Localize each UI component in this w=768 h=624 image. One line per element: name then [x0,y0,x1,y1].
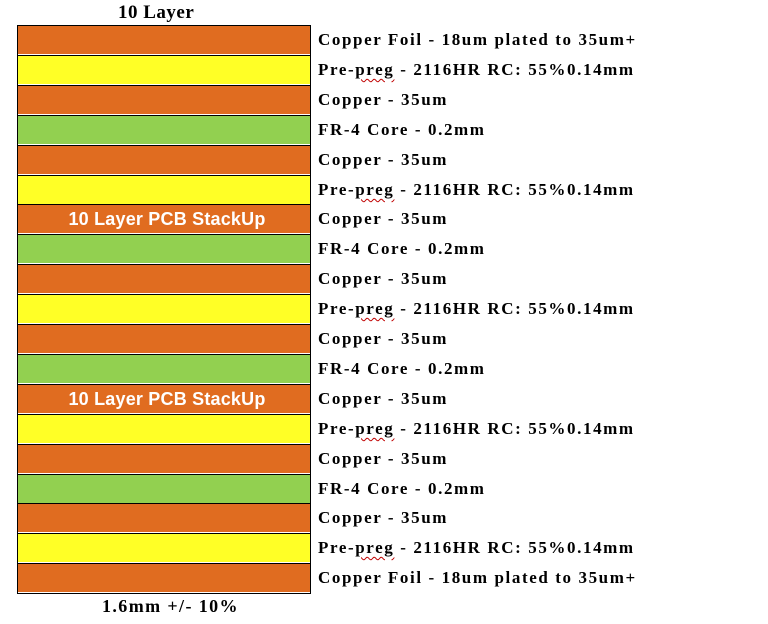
layer-label: Pre-preg - 2116HR RC: 55%0.14mm [318,180,635,199]
layer-label: FR-4 Core - 0.2mm [318,479,486,498]
stackup-watermark-text: 10 Layer PCB StackUp [68,208,266,229]
layer-copper-bar [18,25,310,54]
layer-stack-diagram: 10 Layer PCB StackUp 10 Layer PCB StackUp [17,25,311,594]
layer-prepreg-bar [18,175,310,204]
layer-label: Copper - 35um [318,90,449,109]
layer-copper-bar [18,444,310,473]
layer-label: Pre-preg - 2116HR RC: 55%0.14mm [318,538,635,557]
layer-label: Pre-preg - 2116HR RC: 55%0.14mm [318,299,635,318]
stackup-watermark-text: 10 Layer PCB StackUp [68,388,266,409]
layer-label: Copper Foil - 18um plated to 35um+ [318,568,637,587]
layer-label: FR-4 Core - 0.2mm [318,359,486,378]
stackup-title: 10 Layer [118,2,195,23]
layer-core-bar [18,115,310,144]
layer-label-column: Copper Foil - 18um plated to 35um+ Pre-pr… [318,25,758,593]
layer-label: FR-4 Core - 0.2mm [318,120,486,139]
layer-core-bar [18,234,310,263]
layer-prepreg-bar [18,414,310,443]
layer-label: Copper - 35um [318,209,449,228]
layer-prepreg-bar [18,294,310,323]
layer-prepreg-bar [18,533,310,562]
layer-label: Copper - 35um [318,508,449,527]
layer-copper-bar [18,145,310,174]
layer-label: Copper - 35um [318,150,449,169]
layer-copper-bar [18,324,310,353]
layer-prepreg-bar [18,55,310,84]
total-thickness-label: 1.6mm +/- 10% [102,596,239,616]
layer-label: FR-4 Core - 0.2mm [318,239,486,258]
layer-copper-bar: 10 Layer PCB StackUp [18,204,310,233]
layer-core-bar [18,474,310,503]
layer-label: Copper - 35um [318,389,449,408]
layer-copper-bar: 10 Layer PCB StackUp [18,384,310,413]
layer-copper-bar [18,85,310,114]
layer-copper-bar [18,503,310,532]
layer-copper-bar [18,563,310,592]
layer-label: Copper - 35um [318,269,449,288]
layer-copper-bar [18,264,310,293]
layer-label: Pre-preg - 2116HR RC: 55%0.14mm [318,419,635,438]
layer-label: Copper - 35um [318,449,449,468]
layer-label: Copper Foil - 18um plated to 35um+ [318,30,637,49]
layer-label: Pre-preg - 2116HR RC: 55%0.14mm [318,60,635,79]
layer-core-bar [18,354,310,383]
layer-label: Copper - 35um [318,329,449,348]
